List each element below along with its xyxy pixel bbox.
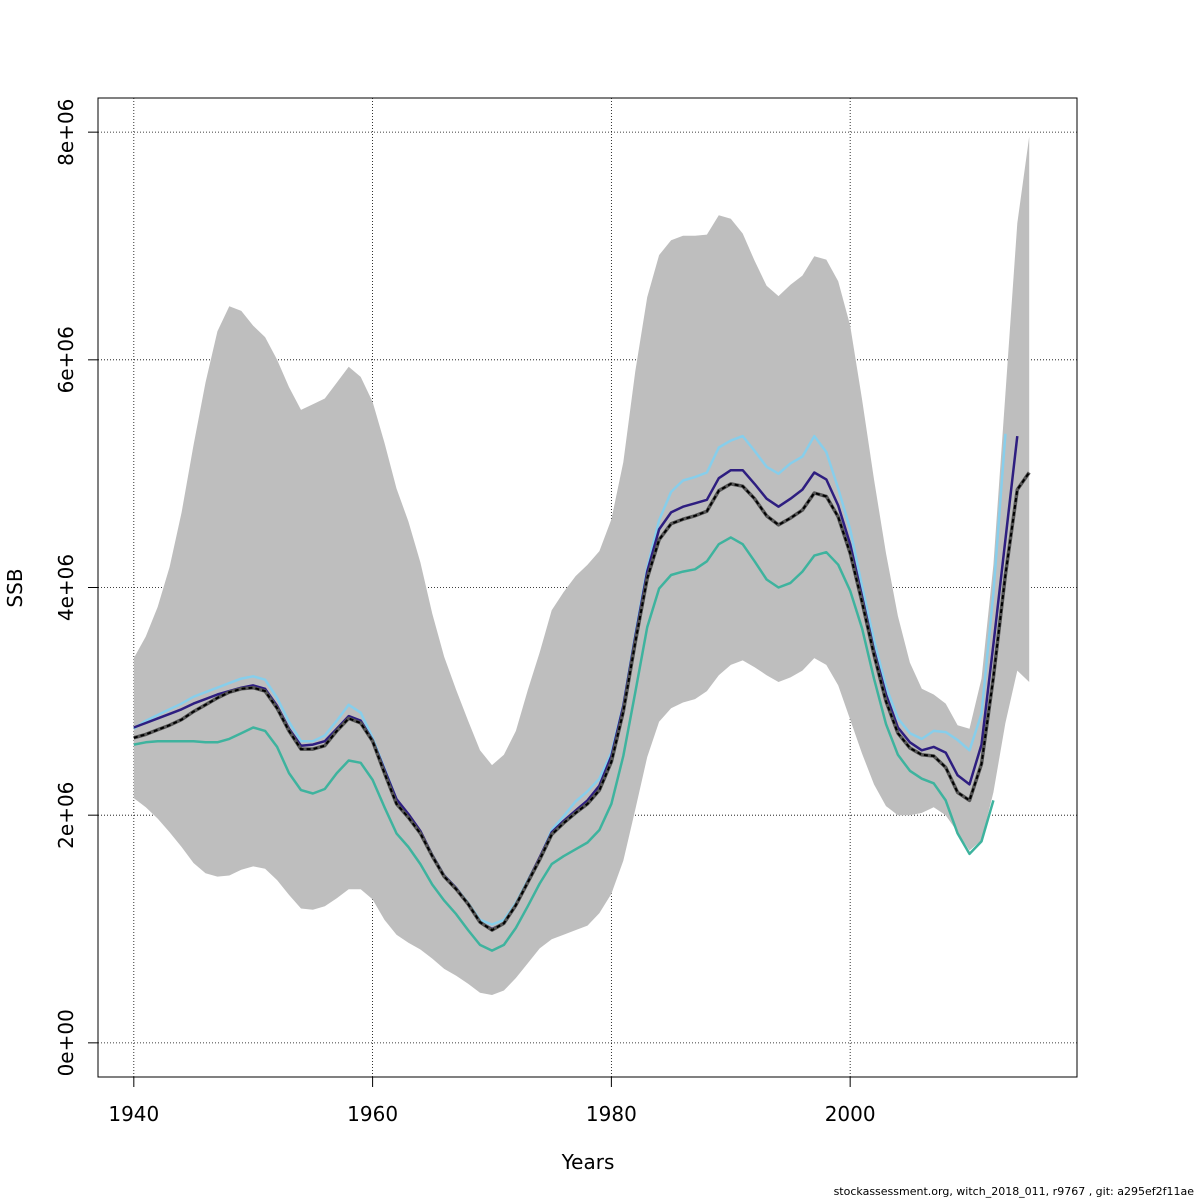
series-line-4 bbox=[133, 471, 1031, 932]
series-lines bbox=[133, 433, 1031, 952]
series-line-2 bbox=[133, 536, 995, 952]
y-axis-title: SSB bbox=[3, 568, 27, 607]
confidence-band bbox=[133, 136, 1030, 995]
x-axis-title: Years bbox=[561, 1150, 615, 1174]
x-tick-label: 2000 bbox=[825, 1102, 876, 1126]
x-tick-label: 1960 bbox=[347, 1102, 398, 1126]
series-line-1 bbox=[133, 433, 1007, 926]
x-tick-label: 1980 bbox=[586, 1102, 637, 1126]
y-tick-label: 4e+06 bbox=[54, 554, 78, 621]
y-tick-label: 6e+06 bbox=[54, 326, 78, 393]
axes: 1940 1960 1980 2000 0e+00 2e+06 4e+06 6e+06 8e+0… bbox=[54, 99, 876, 1126]
confidence-band-area bbox=[133, 136, 1030, 995]
y-tick-label: 2e+06 bbox=[54, 782, 78, 849]
y-tick-label: 0e+00 bbox=[54, 1009, 78, 1076]
footer-credit: stockassessment.org, witch_2018_011, r97… bbox=[833, 1185, 1194, 1198]
y-tick-label: 8e+06 bbox=[54, 99, 78, 166]
x-tick-label: 1940 bbox=[108, 1102, 159, 1126]
